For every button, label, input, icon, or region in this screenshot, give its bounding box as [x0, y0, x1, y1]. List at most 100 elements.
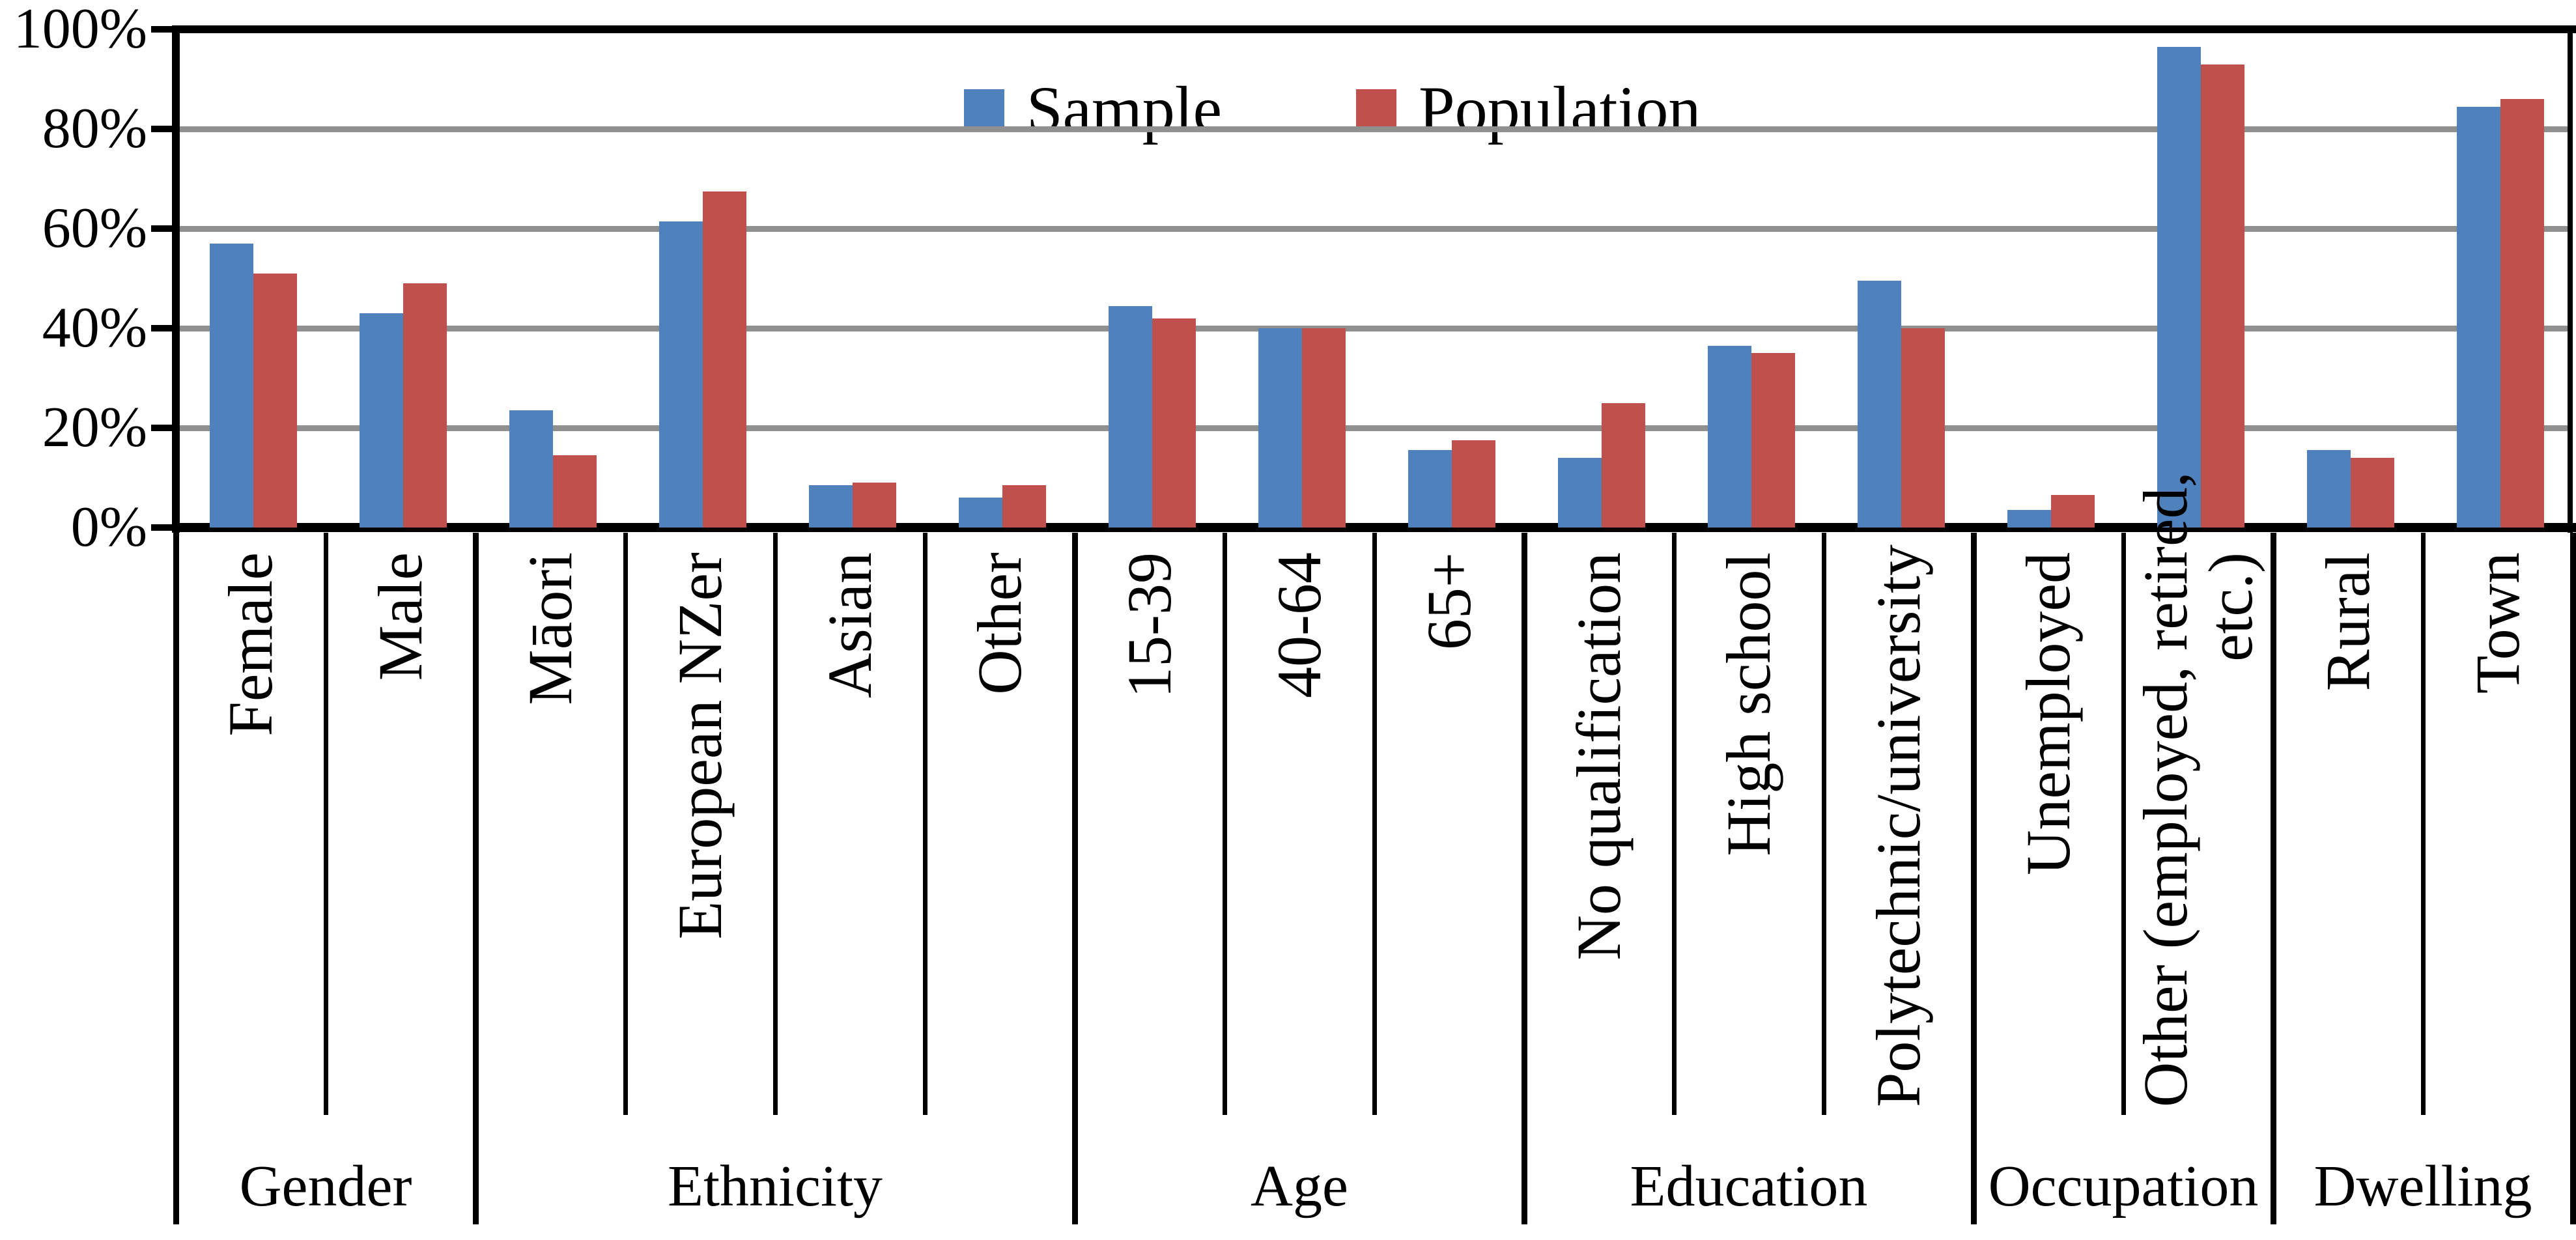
y-tick-80 — [151, 126, 176, 132]
category-separator-8 — [1372, 533, 1377, 1115]
bar-population-12 — [2051, 495, 2095, 528]
category-label-14: Rural — [2273, 535, 2423, 1107]
x-axis-line — [172, 523, 2576, 532]
y-tick-20 — [151, 425, 176, 431]
plot-right-border — [2568, 25, 2573, 533]
bar-sample-6 — [1109, 305, 1152, 528]
category-label-text: Male — [365, 552, 436, 681]
category-label-6: 15-39 — [1075, 535, 1224, 1107]
y-tick-100 — [151, 26, 176, 33]
group-separator-16 — [2570, 533, 2576, 1224]
category-separator-3 — [623, 533, 628, 1115]
y-axis-line — [172, 25, 180, 533]
category-separator-5 — [923, 533, 927, 1115]
group-label-education: Education — [1630, 1153, 1868, 1219]
category-label-5: Other — [925, 535, 1075, 1107]
category-label-1: Male — [326, 535, 475, 1107]
bar-population-0 — [253, 273, 297, 528]
category-label-12: Unemployed — [1974, 535, 2123, 1107]
sample-legend-label: Sample — [1026, 73, 1222, 145]
bar-population-6 — [1152, 318, 1196, 528]
plot-top-border — [172, 25, 2576, 33]
bar-sample-4 — [809, 485, 853, 528]
category-label-7: 40-64 — [1224, 535, 1374, 1107]
bar-sample-7 — [1258, 328, 1302, 528]
group-separator-9 — [1522, 533, 1527, 1224]
category-label-text: Female — [216, 552, 286, 737]
group-separator-12 — [1971, 533, 1977, 1224]
legend-item-sample: Sample — [964, 77, 1222, 142]
bar-sample-2 — [509, 410, 553, 528]
group-separator-14 — [2271, 533, 2276, 1224]
bar-sample-11 — [1858, 281, 1901, 528]
category-label-13: Other (employed, retired, etc.) — [2123, 472, 2273, 1107]
category-label-text: Māori — [515, 552, 586, 705]
category-label-text: Unemployed — [2013, 552, 2084, 875]
group-label-occupation: Occupation — [1988, 1153, 2259, 1219]
category-label-3: European NZer — [625, 535, 775, 1107]
y-tick-label-20: 20% — [42, 396, 147, 459]
category-label-text: High school — [1714, 552, 1784, 856]
group-separator-2 — [473, 533, 479, 1224]
y-tick-label-80: 80% — [42, 97, 147, 160]
category-label-text: European NZer — [665, 552, 735, 940]
category-label-8: 65+ — [1374, 535, 1524, 1107]
gridline-60 — [180, 226, 2569, 232]
gridline-20 — [180, 425, 2569, 431]
category-label-text: Polytechnic/university — [1863, 544, 1934, 1107]
y-tick-label-60: 60% — [42, 197, 147, 260]
bar-sample-3 — [659, 221, 703, 528]
group-label-age: Age — [1251, 1153, 1348, 1219]
category-separator-10 — [1672, 533, 1677, 1115]
group-label-ethnicity: Ethnicity — [668, 1153, 883, 1219]
bar-population-3 — [703, 191, 746, 528]
bar-sample-12 — [2007, 510, 2051, 528]
category-label-text: Rural — [2313, 552, 2383, 692]
y-tick-label-0: 0% — [70, 496, 147, 559]
category-label-2: Māori — [475, 535, 625, 1107]
category-label-text: Other (employed, retired, etc.) — [2130, 472, 2265, 1107]
category-separator-4 — [773, 533, 778, 1115]
category-label-10: High school — [1674, 535, 1824, 1107]
category-separator-13 — [2121, 533, 2126, 1115]
bar-sample-13 — [2157, 46, 2201, 528]
category-separator-15 — [2421, 533, 2426, 1115]
bar-population-4 — [853, 483, 896, 528]
gridline-40 — [180, 326, 2569, 331]
bar-population-9 — [1602, 402, 1645, 528]
category-label-text: 15-39 — [1114, 552, 1185, 698]
y-tick-0 — [151, 524, 176, 531]
group-separator-6 — [1072, 533, 1078, 1224]
bar-population-11 — [1901, 328, 1945, 528]
category-label-text: 65+ — [1414, 552, 1484, 651]
bar-sample-10 — [1708, 345, 1751, 528]
bar-population-13 — [2201, 64, 2244, 528]
bar-sample-9 — [1558, 457, 1602, 528]
gridline-80 — [180, 126, 2569, 132]
bar-sample-8 — [1408, 450, 1452, 528]
category-label-4: Asian — [775, 535, 925, 1107]
category-label-text: Town — [2463, 552, 2533, 694]
category-label-9: No qualification — [1524, 535, 1674, 1107]
bar-sample-1 — [360, 313, 403, 528]
bar-sample-14 — [2307, 450, 2351, 528]
group-label-dwelling: Dwelling — [2314, 1153, 2532, 1219]
bar-population-15 — [2500, 99, 2544, 528]
bar-population-8 — [1452, 440, 1495, 528]
bar-sample-5 — [959, 498, 1002, 528]
category-separator-1 — [324, 533, 328, 1115]
y-tick-60 — [151, 225, 176, 232]
category-separator-11 — [1822, 533, 1826, 1115]
category-label-text: Other — [965, 552, 1035, 695]
category-label-text: Asian — [815, 552, 885, 698]
category-label-text: No qualification — [1564, 552, 1634, 961]
y-tick-label-100: 100% — [13, 0, 147, 61]
bar-population-2 — [553, 455, 597, 528]
bar-population-1 — [403, 283, 447, 528]
category-label-0: Female — [176, 535, 326, 1107]
group-separator-0 — [173, 533, 179, 1224]
group-label-gender: Gender — [239, 1153, 412, 1219]
sample-legend-swatch — [964, 89, 1004, 130]
y-tick-label-40: 40% — [42, 296, 147, 359]
